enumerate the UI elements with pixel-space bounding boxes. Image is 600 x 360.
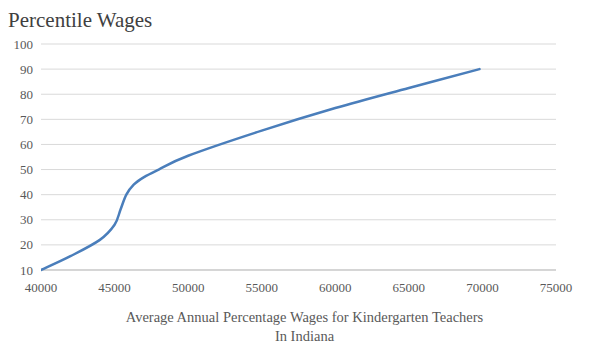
y-tick-label: 40 [20,187,33,202]
y-tick-label: 50 [20,162,33,177]
x-tick-label: 75000 [540,280,573,295]
background [0,0,600,360]
x-tick-label: 50000 [172,280,205,295]
x-tick-label: 40000 [25,280,58,295]
grid-line [41,244,556,245]
x-tick-label: 70000 [466,280,499,295]
chart: Percentile Wages 10 20 30 40 50 60 70 80 90 100 400… [0,0,600,360]
y-tick-label: 70 [20,112,33,127]
y-tick-label: 100 [14,37,34,52]
x-axis-label-line: Average Annual Percentage Wages for Kind… [126,309,484,325]
x-axis-label: Average Annual Percentage Wages for Kind… [126,309,484,344]
grid-line [41,270,556,271]
grid-line [41,144,556,145]
y-tick-label: 20 [20,237,33,252]
x-axis-line [41,270,556,271]
y-tick-label: 90 [20,62,33,77]
grid-line [41,169,556,170]
y-tick-label: 30 [20,212,33,227]
chart-title: Percentile Wages [8,8,152,32]
y-tick-label: 80 [20,87,33,102]
x-tick-label: 45000 [98,280,131,295]
x-tick-label: 60000 [319,280,352,295]
data-line [41,69,479,270]
x-axis-label-line: In Indiana [275,328,335,344]
grid-line [41,94,556,95]
y-tick-label: 10 [20,263,33,278]
x-tick-label: 65000 [393,280,426,295]
x-tick-label: 55000 [245,280,278,295]
y-tick-label: 60 [20,137,33,152]
grid-line [41,44,556,45]
grid-line [41,194,556,195]
plot-area [41,69,479,270]
